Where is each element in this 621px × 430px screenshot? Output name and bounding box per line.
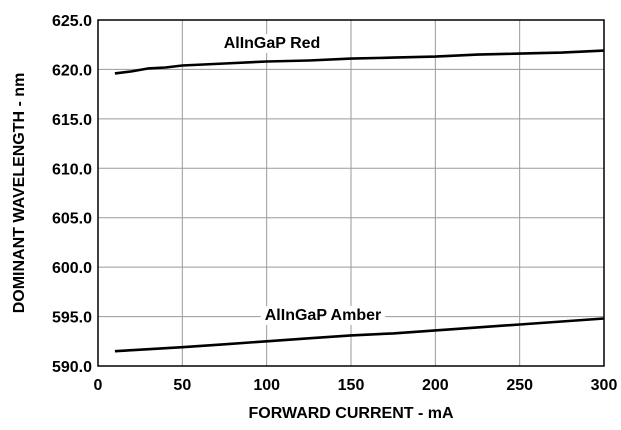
x-tick-labels: 0 50 100 150 200 250 300: [94, 377, 618, 394]
x-axis-title: FORWARD CURRENT - mA: [248, 405, 453, 422]
y-tick-label: 600.0: [52, 260, 92, 277]
series-group: [114, 49, 605, 353]
y-axis-title: DOMINANT WAVELENGTH - nm: [11, 73, 28, 314]
x-tick-label: 250: [506, 377, 533, 394]
amber-label-background: [260, 306, 386, 325]
plot-frame: [97, 19, 605, 367]
series-line-amber: [114, 317, 605, 353]
x-tick-label: 200: [422, 377, 449, 394]
x-tick-label: 300: [591, 377, 618, 394]
x-tick-label: 150: [338, 377, 365, 394]
y-tick-label: 595.0: [52, 310, 92, 327]
y-tick-label: 615.0: [52, 112, 92, 129]
series-label-amber: AlInGaP Amber: [265, 307, 381, 324]
series-labels: AlInGaP Red AlInGaP Amber: [219, 34, 386, 325]
y-tick-label: 610.0: [52, 161, 92, 178]
series-label-red: AlInGaP Red: [224, 35, 321, 52]
x-tick-label: 100: [253, 377, 280, 394]
y-tick-label: 590.0: [52, 359, 92, 376]
y-tick-label: 620.0: [52, 62, 92, 79]
x-tick-label: 0: [94, 377, 103, 394]
series-line-red: [114, 49, 605, 75]
x-tick-label: 50: [173, 377, 191, 394]
y-tick-labels: 625.0 620.0 615.0 610.0 605.0 600.0 595.0 590.0: [52, 13, 92, 376]
y-tick-label: 625.0: [52, 13, 92, 30]
y-tick-label: 605.0: [52, 211, 92, 228]
red-label-background: [219, 34, 325, 53]
